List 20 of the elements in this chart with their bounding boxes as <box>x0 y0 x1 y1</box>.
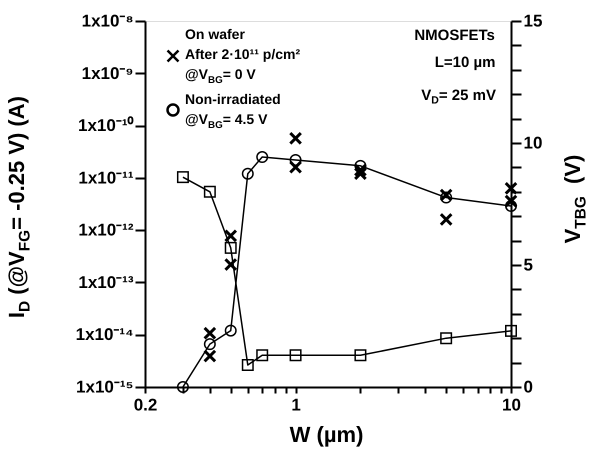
y-tick-label: 1x10⁻¹⁰ <box>78 116 134 136</box>
y-tick-label: 1x10⁻¹¹ <box>78 168 134 188</box>
annotation: L=10 µm <box>434 54 496 71</box>
y-tick-label: 1x10⁻⁸ <box>82 12 134 30</box>
y-tick-label: 1x10⁻¹² <box>78 220 134 240</box>
x-axis-title: W (µm) <box>290 422 364 447</box>
y2-axis-title: VTBG (V) <box>560 154 590 244</box>
annotation: NMOSFETs <box>414 27 495 44</box>
y-tick-label: 1x10⁻¹⁴ <box>76 325 134 344</box>
y2-tick-label: 15 <box>524 12 542 30</box>
y-tick-label: 1x10⁻¹⁵ <box>76 378 134 396</box>
x-tick-label: 0.2 <box>134 396 158 414</box>
y2-tick-label: 10 <box>524 134 542 152</box>
x-tick-label: 10 <box>502 396 521 414</box>
x-tick-label: 1 <box>291 396 301 414</box>
y2-tick-label: 5 <box>524 256 533 274</box>
y-tick-label: 1x10⁻¹³ <box>78 272 134 292</box>
y-axis-title: ID (@VFG= -0.25 V) (A) <box>4 96 34 318</box>
y2-tick-label: 0 <box>524 378 533 396</box>
y-tick-label: 1x10⁻⁹ <box>82 64 134 83</box>
